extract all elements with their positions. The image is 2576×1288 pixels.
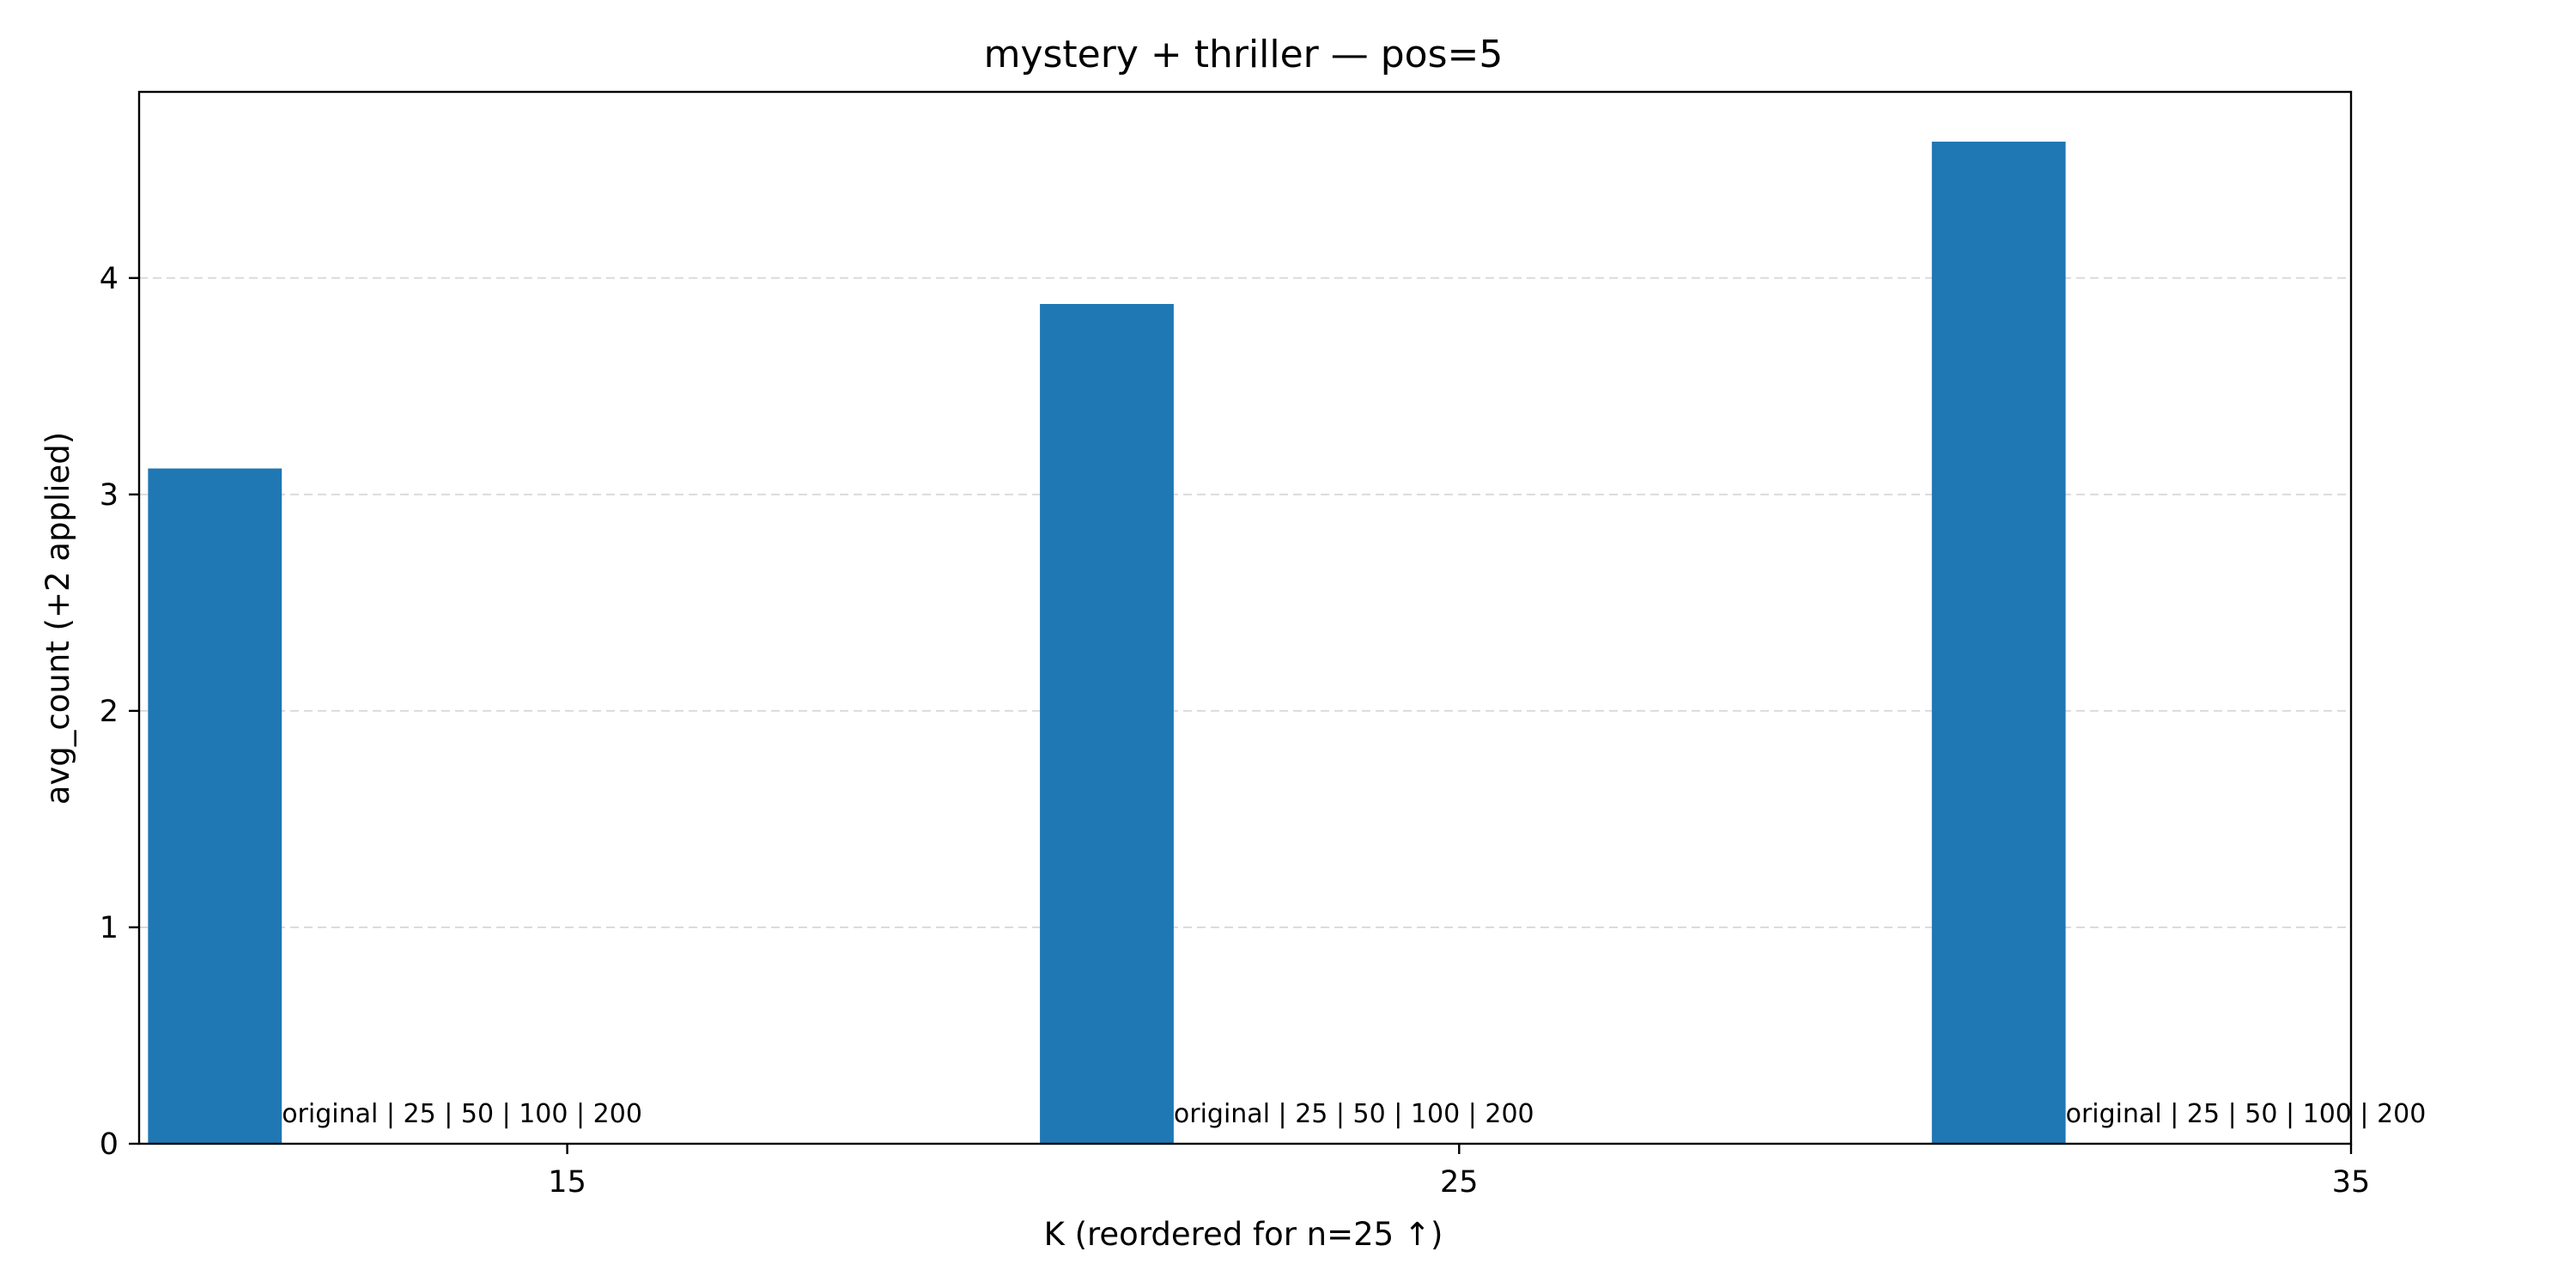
x-axis-label: K (reordered for n=25 ↑) xyxy=(1044,1216,1443,1253)
x-tick-label: 35 xyxy=(2332,1165,2371,1200)
bar xyxy=(1040,304,1174,1144)
y-tick-label: 0 xyxy=(100,1127,118,1162)
chart-title: mystery + thriller — pos=5 xyxy=(984,33,1504,76)
plot-frame xyxy=(137,90,2353,1145)
bar-annotation: original | 25 | 50 | 100 | 200 xyxy=(282,1099,642,1129)
bar-layer xyxy=(148,141,2066,1144)
y-tick-label: 3 xyxy=(100,478,118,513)
y-tick-label: 2 xyxy=(100,695,118,729)
y-axis-label: avg_count (+2 applied) xyxy=(39,432,76,805)
bar xyxy=(148,468,283,1144)
x-tick-label: 15 xyxy=(548,1165,586,1200)
y-tick-label: 1 xyxy=(100,911,118,945)
tick-layer: 0 1 2 3 4 15 25 35 xyxy=(100,262,2371,1200)
x-tick-label: 25 xyxy=(1440,1165,1479,1200)
bar-annotation: original | 25 | 50 | 100 | 200 xyxy=(2066,1099,2427,1129)
y-tick-label: 4 xyxy=(100,262,118,296)
bar xyxy=(1931,141,2066,1144)
annotation-layer: original | 25 | 50 | 100 | 200 original |… xyxy=(282,1099,2426,1129)
bar-annotation: original | 25 | 50 | 100 | 200 xyxy=(1174,1099,1534,1129)
